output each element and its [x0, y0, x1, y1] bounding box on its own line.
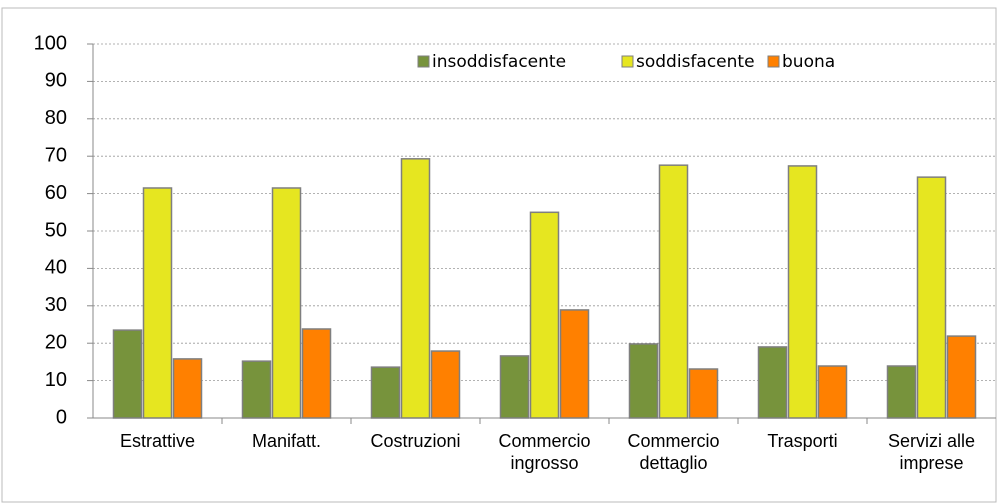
bar: [172, 358, 203, 419]
x-tick-label: Commercio ingrosso: [498, 431, 591, 473]
bar: [400, 158, 431, 419]
bar: [370, 366, 401, 419]
bar: [658, 164, 689, 419]
bar: [499, 355, 530, 419]
bar: [559, 309, 590, 419]
y-tick-label: 30: [45, 294, 67, 316]
legend-label: buona: [782, 52, 835, 72]
x-tick-label: Manifatt.: [251, 431, 322, 451]
y-tick-label: 20: [45, 331, 67, 353]
legend-swatch: [417, 55, 430, 68]
y-tick-label: 80: [45, 107, 67, 129]
x-tick-label: Trasporti: [767, 431, 838, 451]
bar: [430, 350, 461, 419]
legend-label: insoddisfacente: [432, 52, 566, 72]
bar: [112, 329, 143, 419]
y-tick-label: 10: [45, 369, 67, 391]
bar: [688, 368, 719, 419]
y-tick-label: 90: [45, 70, 67, 92]
y-tick-label: 40: [45, 257, 67, 279]
bar: [241, 360, 272, 419]
bar: [757, 346, 788, 419]
bar: [916, 176, 947, 419]
bar: [271, 187, 302, 419]
legend-swatch: [621, 55, 634, 68]
bar: [142, 187, 173, 419]
bar: [946, 335, 977, 419]
bar: [628, 343, 659, 419]
y-tick-label: 100: [34, 32, 67, 54]
bar: [817, 365, 848, 419]
legend-label: soddisfacente: [636, 52, 755, 72]
x-tick-label: Estrattive: [119, 431, 196, 451]
x-tick-label: Servizi alle imprese: [887, 431, 976, 473]
y-tick-label: 0: [56, 406, 67, 428]
bar: [301, 328, 332, 419]
x-tick-label: Costruzioni: [370, 431, 461, 451]
legend-swatch: [767, 55, 780, 68]
bar: [529, 211, 560, 419]
bar: [886, 365, 917, 419]
y-tick-label: 60: [45, 182, 67, 204]
x-tick-label: Commercio dettaglio: [627, 431, 720, 473]
y-tick-label: 70: [45, 144, 67, 166]
bar: [787, 165, 818, 419]
y-tick-label: 50: [45, 219, 67, 241]
